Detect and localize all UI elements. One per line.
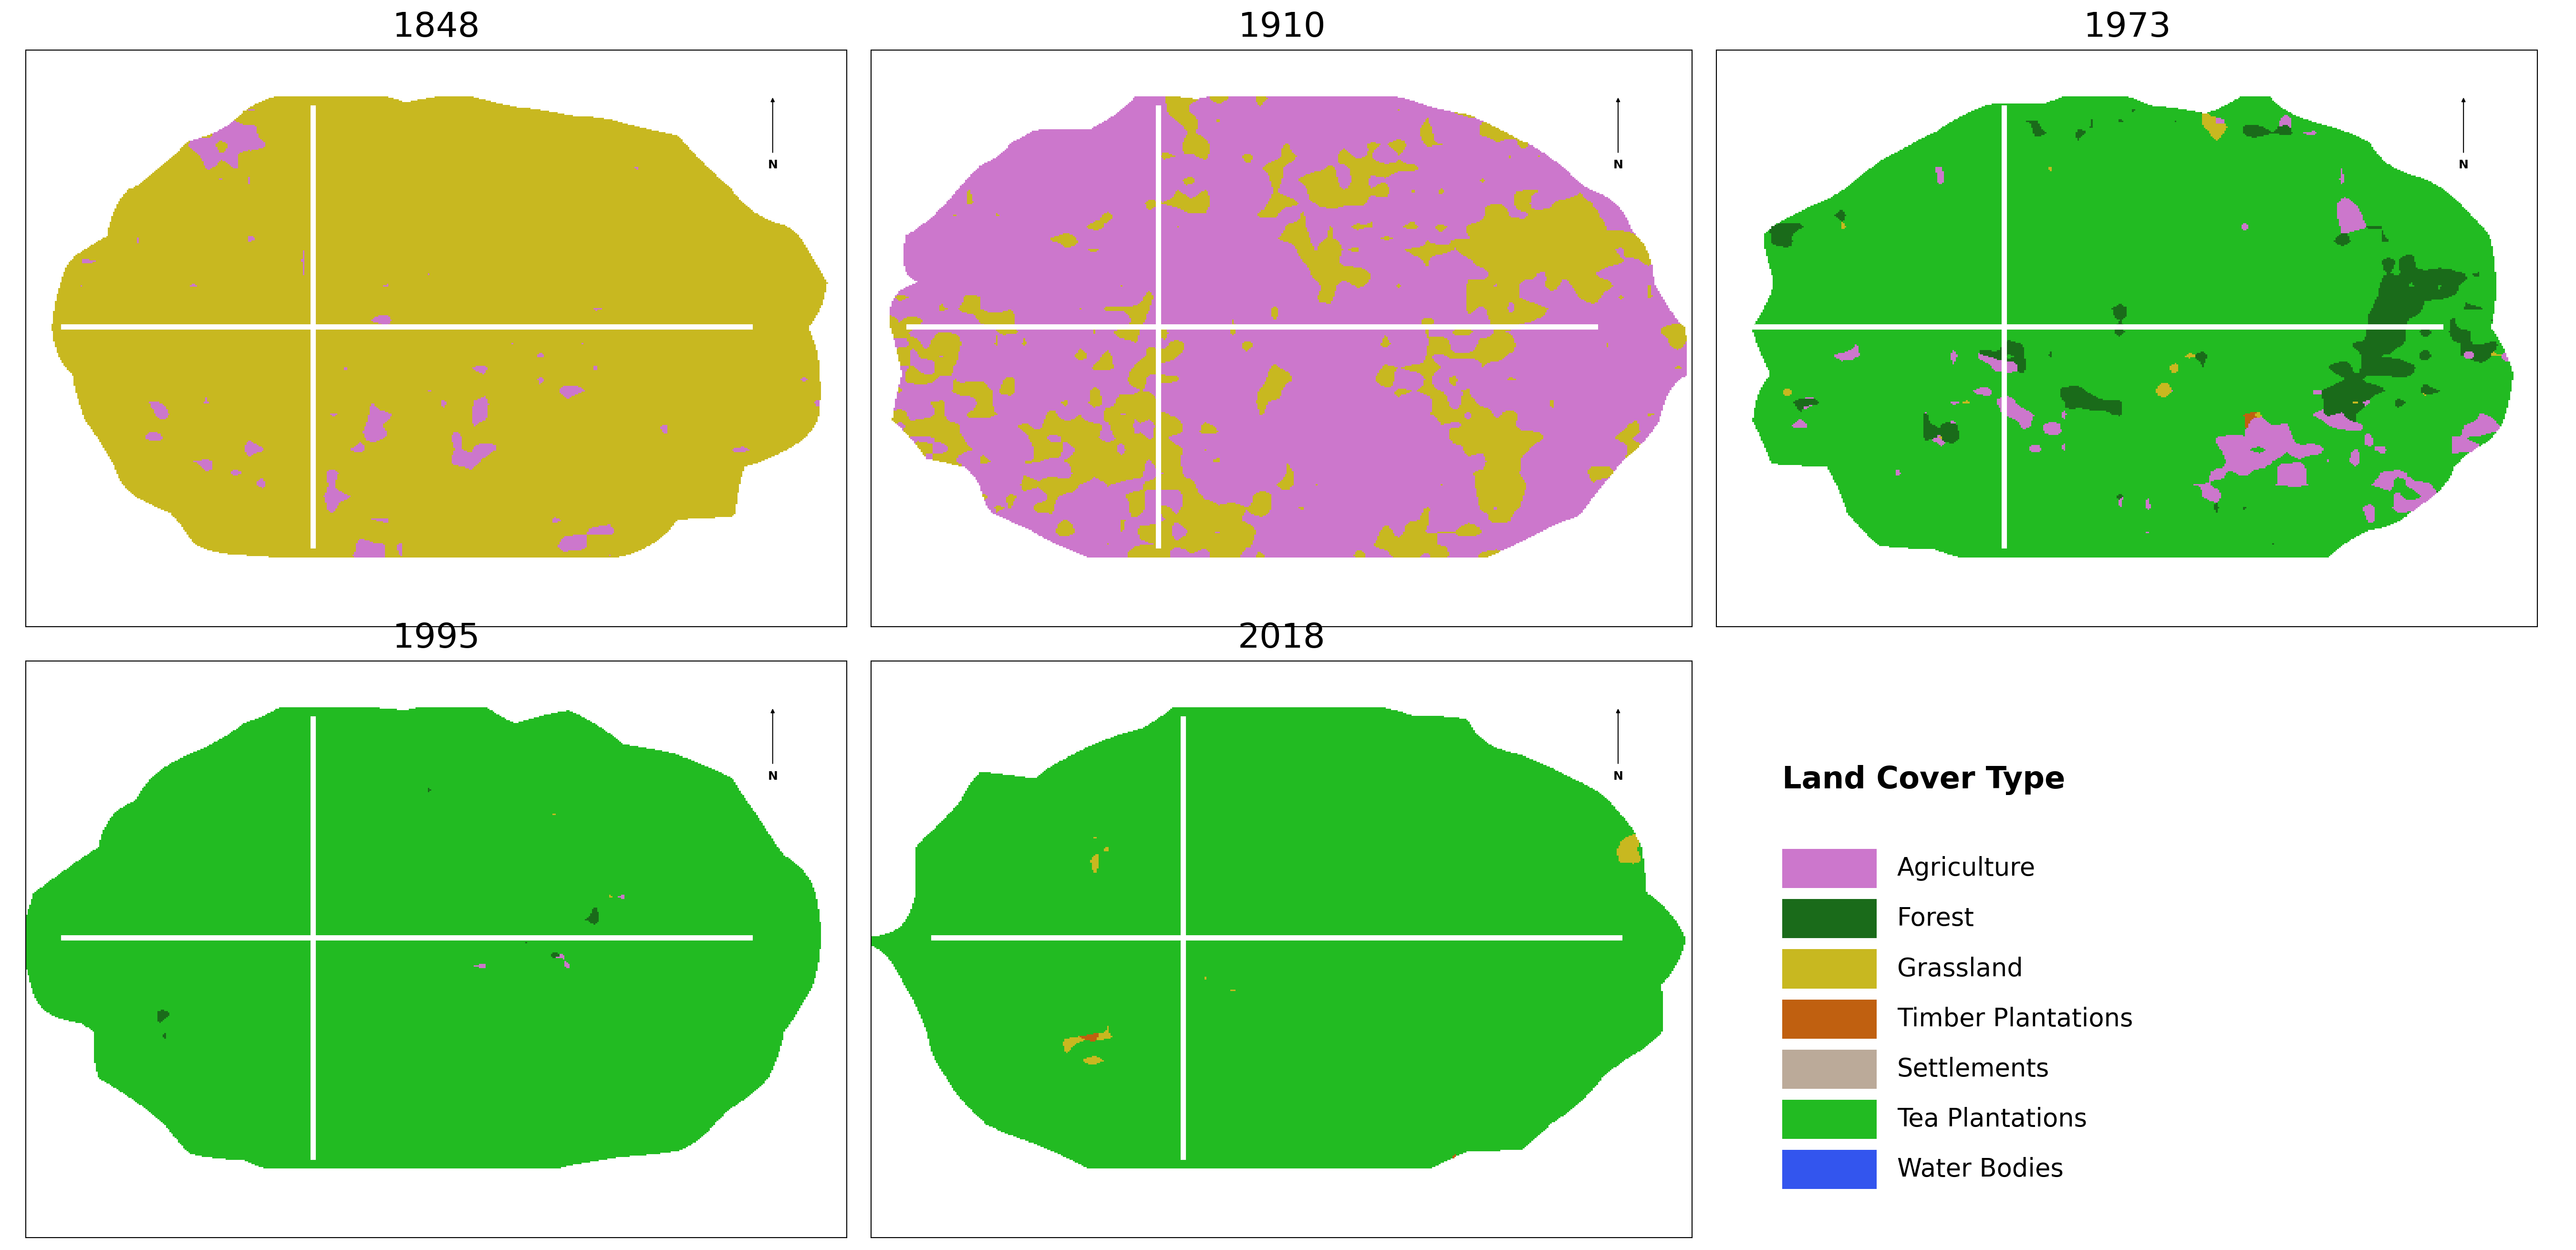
Bar (1783, 949, 1878, 989)
Text: Grassland: Grassland (1896, 956, 2022, 981)
Bar (1783, 1050, 1878, 1089)
Text: N: N (768, 160, 778, 171)
Title: 2018: 2018 (1236, 622, 1327, 655)
Text: Settlements: Settlements (1896, 1056, 2050, 1081)
Text: N: N (2458, 160, 2468, 171)
Title: 1910: 1910 (1236, 11, 1327, 44)
Text: Agriculture: Agriculture (1896, 856, 2035, 881)
Title: 1848: 1848 (392, 11, 479, 44)
Bar (1783, 899, 1878, 939)
Bar (1783, 1150, 1878, 1189)
Text: Forest: Forest (1896, 906, 1973, 931)
Bar (1783, 1100, 1878, 1139)
Text: Tea Plantations: Tea Plantations (1896, 1108, 2087, 1131)
Text: Water Bodies: Water Bodies (1896, 1158, 2063, 1182)
Bar (1783, 1000, 1878, 1039)
Text: N: N (1613, 160, 1623, 171)
Text: N: N (1613, 770, 1623, 783)
Text: Timber Plantations: Timber Plantations (1896, 1006, 2133, 1031)
Title: 1973: 1973 (2084, 11, 2172, 44)
Bar (1783, 849, 1878, 889)
Title: 1995: 1995 (392, 622, 479, 655)
Text: N: N (768, 770, 778, 783)
Text: Land Cover Type: Land Cover Type (1783, 765, 2066, 795)
